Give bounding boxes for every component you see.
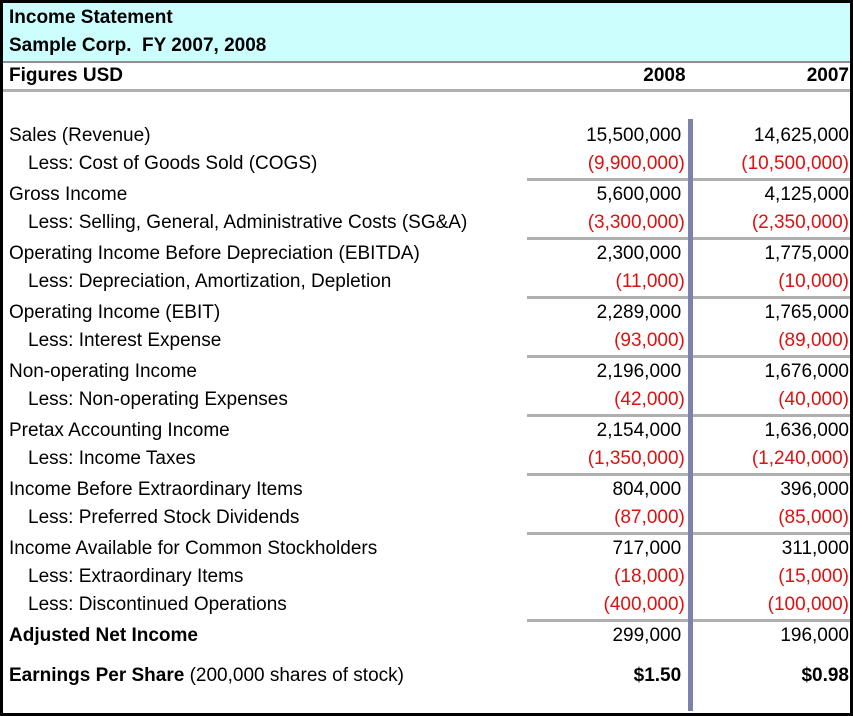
row-label: Operating Income (EBIT) [9, 302, 221, 323]
figures-usd-label: Figures USD [9, 65, 124, 86]
column-divider-rule [688, 119, 693, 711]
value-2007: 1,676,000 [764, 361, 849, 382]
table-row: Less: Income Taxes (1,350,000) (1,240,00… [3, 445, 850, 476]
row-label: Pretax Accounting Income [9, 420, 230, 441]
table-row: Less: Interest Expense (93,000) (89,000) [3, 327, 850, 358]
row-label: Sales (Revenue) [9, 125, 151, 146]
value-2007: 1,765,000 [764, 302, 849, 323]
row-label-suffix: (200,000 shares of stock) [184, 665, 404, 686]
table-row: Less: Preferred Stock Dividends (87,000)… [3, 504, 850, 535]
row-label: Less: Non-operating Expenses [28, 389, 288, 410]
table-row: Pretax Accounting Income 2,154,000 1,636… [3, 417, 850, 445]
column-header-2007: 2007 [806, 65, 849, 86]
value-2008: (18,000) [614, 566, 685, 587]
value-2008: $1.50 [633, 665, 682, 686]
value-2007: 1,636,000 [764, 420, 849, 441]
row-label: Less: Depreciation, Amortization, Deplet… [28, 271, 392, 292]
value-2008: 2,300,000 [596, 243, 682, 264]
value-2008: 299,000 [612, 625, 682, 646]
value-2008: (42,000) [526, 386, 690, 417]
value-2008: (400,000) [526, 591, 690, 622]
title-block: Income Statement Sample Corp. FY 2007, 2… [3, 3, 850, 63]
table-row: Earnings Per Share (200,000 shares of st… [3, 662, 850, 690]
columns-header-row: Figures USD 2008 2007 [3, 63, 850, 92]
value-2008: 717,000 [612, 538, 682, 559]
value-2007: (100,000) [689, 591, 850, 622]
table-row: Sales (Revenue) 15,500,000 14,625,000 [3, 122, 850, 150]
row-label: Income Available for Common Stockholders [9, 538, 378, 559]
row-label: Less: Cost of Goods Sold (COGS) [28, 153, 318, 174]
table-row: Income Before Extraordinary Items 804,00… [3, 476, 850, 504]
table-row: Non-operating Income 2,196,000 1,676,000 [3, 358, 850, 386]
row-label: Earnings Per Share [9, 665, 185, 686]
table-row: Less: Selling, General, Administrative C… [3, 209, 850, 240]
value-2008: (9,900,000) [526, 150, 690, 181]
table-row: Operating Income Before Depreciation (EB… [3, 240, 850, 268]
row-label: Adjusted Net Income [9, 625, 198, 646]
data-area: Sales (Revenue) 15,500,000 14,625,000 Le… [3, 92, 850, 711]
row-label: Less: Income Taxes [28, 448, 196, 469]
row-label: Gross Income [9, 184, 128, 205]
table-row: Less: Discontinued Operations (400,000) … [3, 591, 850, 622]
value-2007: (40,000) [689, 386, 850, 417]
table-row: Gross Income 5,600,000 4,125,000 [3, 181, 850, 209]
table-row: Less: Non-operating Expenses (42,000) (4… [3, 386, 850, 417]
row-label: Less: Extraordinary Items [28, 566, 244, 587]
value-2007: (85,000) [689, 504, 850, 535]
table-row: Less: Depreciation, Amortization, Deplet… [3, 268, 850, 299]
row-label: Income Before Extraordinary Items [9, 479, 303, 500]
value-2007: (15,000) [778, 566, 849, 587]
report-subtitle: Sample Corp. FY 2007, 2008 [9, 35, 267, 56]
value-2007: 196,000 [780, 625, 849, 646]
value-2007: (89,000) [689, 327, 850, 358]
value-2007: 396,000 [780, 479, 849, 500]
table-row: Income Available for Common Stockholders… [3, 535, 850, 563]
value-2007: 14,625,000 [753, 125, 849, 146]
value-2008: (3,300,000) [526, 209, 690, 240]
value-2008: 5,600,000 [596, 184, 682, 205]
table-row: Adjusted Net Income 299,000 196,000 [3, 622, 850, 650]
table-row: Less: Extraordinary Items (18,000) (15,0… [3, 563, 850, 591]
row-label: Less: Discontinued Operations [28, 594, 287, 615]
value-2008: (93,000) [526, 327, 690, 358]
value-2007: 1,775,000 [764, 243, 849, 264]
row-label: Less: Selling, General, Administrative C… [28, 212, 468, 233]
row-label: Operating Income Before Depreciation (EB… [9, 243, 420, 264]
value-2007: (10,000) [689, 268, 850, 299]
report-title: Income Statement [9, 7, 173, 28]
value-2008: 15,500,000 [586, 125, 682, 146]
row-label: Less: Preferred Stock Dividends [28, 507, 300, 528]
value-2008: 2,196,000 [596, 361, 682, 382]
value-2007: $0.98 [801, 665, 849, 686]
value-2007: 4,125,000 [764, 184, 849, 205]
table-row: Operating Income (EBIT) 2,289,000 1,765,… [3, 299, 850, 327]
table-row: Less: Cost of Goods Sold (COGS) (9,900,0… [3, 150, 850, 181]
value-2008: 2,289,000 [596, 302, 682, 323]
row-label: Non-operating Income [9, 361, 197, 382]
value-2007: (10,500,000) [689, 150, 850, 181]
column-header-2008: 2008 [643, 65, 686, 86]
value-2007: (2,350,000) [689, 209, 850, 240]
value-2008: (11,000) [526, 268, 690, 299]
value-2008: 804,000 [612, 479, 682, 500]
value-2008: 2,154,000 [596, 420, 682, 441]
value-2007: 311,000 [781, 538, 849, 559]
value-2007: (1,240,000) [689, 445, 850, 476]
value-2008: (87,000) [526, 504, 690, 535]
value-2008: (1,350,000) [526, 445, 690, 476]
row-label: Less: Interest Expense [28, 330, 222, 351]
